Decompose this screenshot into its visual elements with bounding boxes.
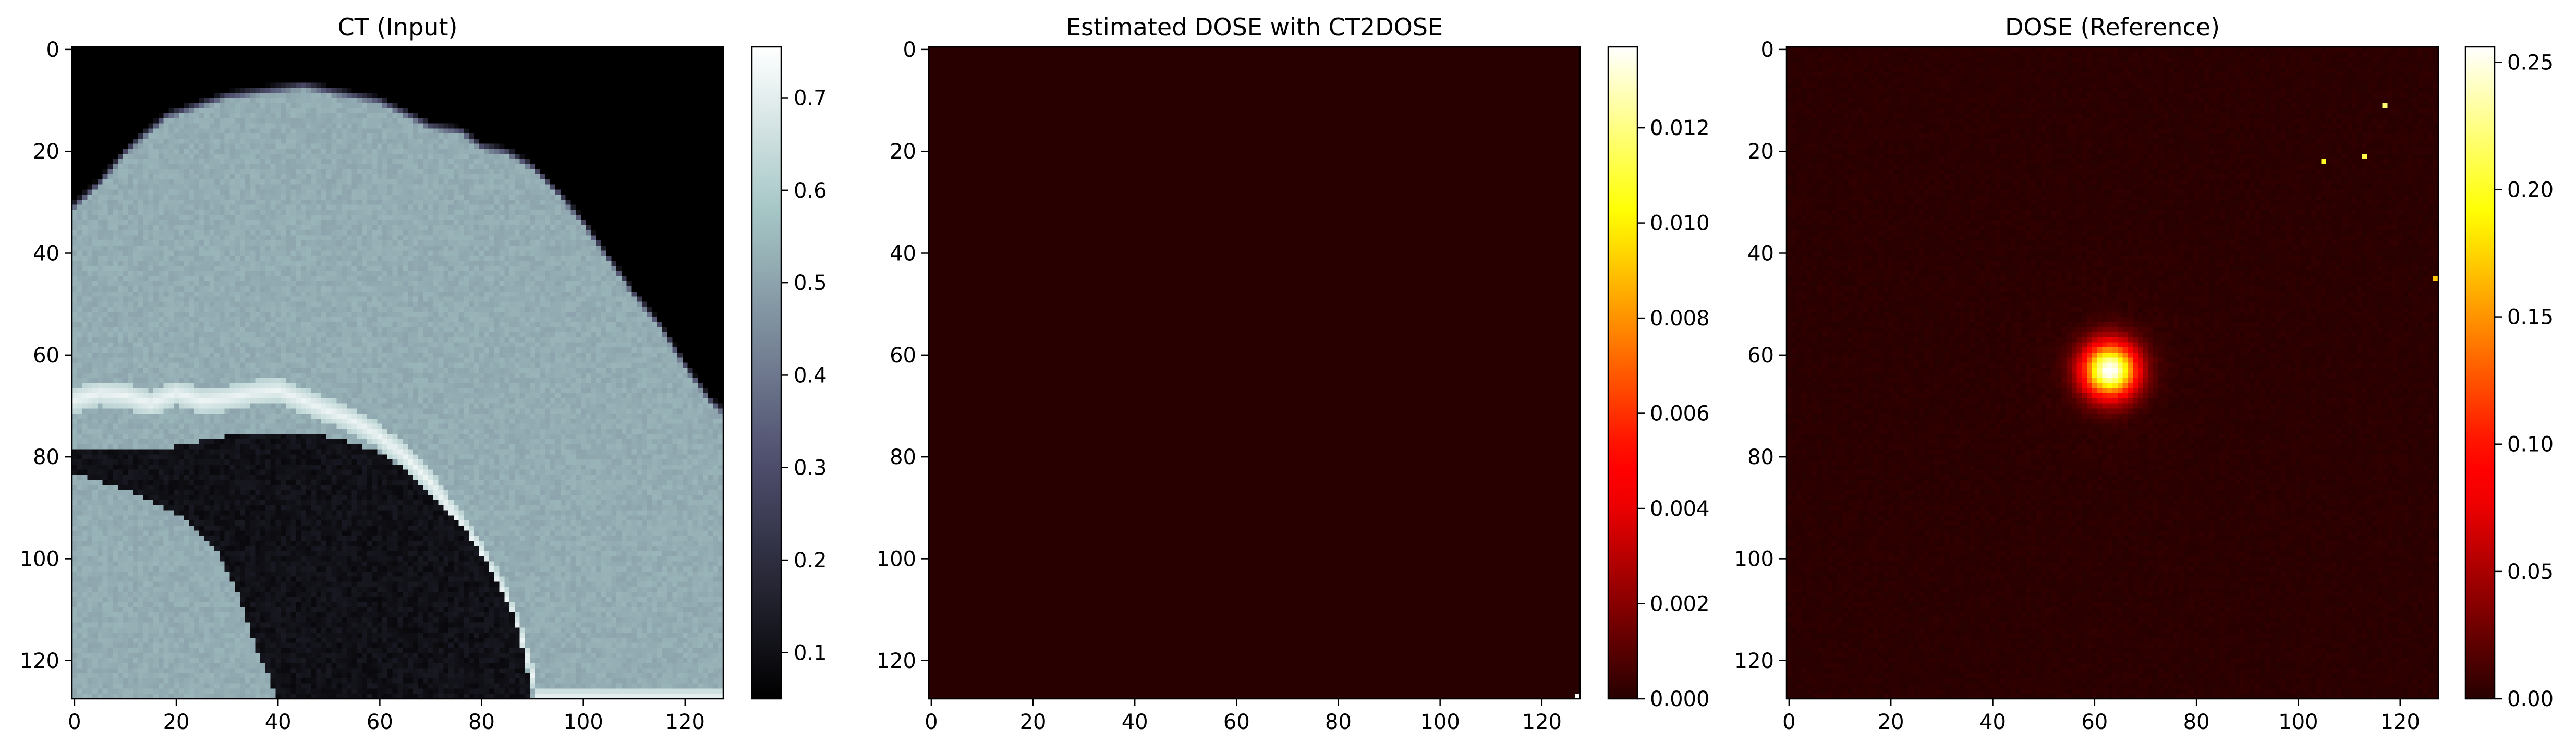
x-tick-label: 100 [2278,710,2318,734]
y-tick-label: 20 [890,140,916,164]
y-tick-label: 0 [1761,38,1774,62]
x-tick-label: 80 [468,710,495,734]
colorbar-tick-label: 0.006 [1650,402,1710,426]
y-tick-label: 40 [890,242,916,266]
colorbar-tick-label: 0.004 [1650,497,1710,521]
colorbar-tick-label: 0.15 [2507,306,2554,330]
panel-title: CT (Input) [338,13,458,41]
y-tick-label: 100 [20,547,59,571]
panel-ct-input: CT (Input) 0 20 40 60 80 100 120 0 20 40 60 80 100 12… [20,13,827,734]
x-tick-label: 60 [367,710,393,734]
y-tick-label: 60 [890,344,916,368]
y-tick-label: 60 [1747,344,1774,368]
axes-frame [928,46,1581,700]
colorbar-tick-label: 0.010 [1650,212,1710,236]
x-tick-label: 20 [1020,710,1047,734]
axes-frame [71,46,724,700]
x-tick-label: 20 [163,710,190,734]
y-tick-label: 20 [33,140,59,164]
x-tick-label: 120 [2380,710,2420,734]
colorbar-tick-label: 0.012 [1650,116,1710,140]
y-tick-label: 120 [877,649,916,673]
x-tick-label: 60 [1223,710,1250,734]
colorbar-tick-label: 0.05 [2507,560,2554,584]
colorbar-tick-label: 0.4 [794,363,827,387]
axes-frame [1785,46,2439,700]
colorbar [1607,46,1638,700]
x-tick-label: 0 [925,710,938,734]
y-tick-label: 100 [877,547,916,571]
x-tick-label: 20 [1878,710,1904,734]
colorbar-tick-label: 0.2 [794,549,827,573]
colorbar [751,46,782,700]
colorbar-tick-label: 0.10 [2507,433,2554,457]
x-tick-label: 120 [1522,710,1562,734]
y-tick-label: 40 [33,242,59,266]
colorbar-tick-label: 0.3 [794,456,827,480]
panel-dose-reference: DOSE (Reference) 0 20 40 60 80 100 120 0 20 40 60 8… [1734,13,2554,734]
x-tick-label: 40 [265,710,291,734]
x-tick-label: 0 [1782,710,1795,734]
colorbar [2464,46,2496,700]
x-tick-label: 80 [1325,710,1352,734]
y-tick-label: 80 [1747,445,1774,469]
y-tick-label: 100 [1734,547,1774,571]
x-tick-label: 40 [1979,710,2006,734]
x-tick-label: 100 [1420,710,1460,734]
x-tick-label: 80 [2183,710,2210,734]
x-tick-label: 60 [2081,710,2108,734]
y-tick-label: 60 [33,344,59,368]
heatmap-image [1787,47,2438,699]
colorbar-tick-label: 0.25 [2507,51,2554,75]
x-tick-label: 120 [665,710,705,734]
x-tick-label: 40 [1122,710,1148,734]
y-tick-label: 120 [1734,649,1774,673]
y-tick-label: 20 [1747,140,1774,164]
colorbar-tick-label: 0.6 [794,179,827,203]
y-tick-label: 0 [46,38,59,62]
panel-estimated-dose: Estimated DOSE with CT2DOSE 0 20 40 60 80 100… [877,13,1710,734]
x-tick-label: 100 [563,710,603,734]
colorbar-tick-label: 0.008 [1650,307,1710,331]
colorbar-tick-label: 0.20 [2507,178,2554,202]
colorbar-tick-label: 0.000 [1650,687,1710,711]
panel-title: DOSE (Reference) [2005,13,2220,41]
colorbar-tick-label: 0.00 [2507,687,2554,711]
colorbar-tick-label: 0.5 [794,271,827,295]
colorbar-tick-label: 0.002 [1650,592,1710,616]
y-tick-label: 40 [1747,242,1774,266]
y-tick-label: 80 [33,445,59,469]
colorbar-tick-label: 0.1 [794,641,827,665]
panel-title: Estimated DOSE with CT2DOSE [1066,13,1443,41]
colorbar-tick-label: 0.7 [794,87,827,111]
x-tick-label: 0 [68,710,81,734]
heatmap-image [929,47,1580,699]
y-tick-label: 80 [890,445,916,469]
y-tick-label: 0 [903,38,916,62]
heatmap-image [72,47,723,699]
y-tick-label: 120 [20,649,59,673]
